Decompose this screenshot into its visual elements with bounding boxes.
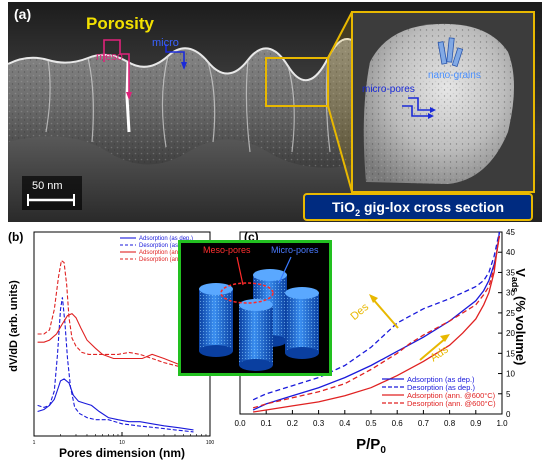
- y-tick-label-c: 0: [506, 410, 511, 419]
- panel-a-label: (a): [14, 6, 32, 22]
- micro-pores-label: micro-pores: [362, 84, 415, 95]
- series-line-b: [37, 297, 194, 433]
- y-tick-label-c: 30: [506, 289, 515, 298]
- legend-entry-b: Adsorption (as dep.): [139, 236, 193, 242]
- panel-b-label: (b): [8, 230, 24, 244]
- panel-a: (a) Porosity meso micro micro-pores nano…: [7, 2, 542, 224]
- meso-pore-outline: [220, 282, 274, 304]
- meso-label: meso: [96, 51, 123, 63]
- xlabel-main-c: P/P: [356, 436, 381, 453]
- y-axis-label-b: dV/dD (arb. units): [8, 280, 20, 372]
- legend-entry-c: Desorption (as dep.): [407, 383, 475, 392]
- y-tick-label-c: 40: [506, 248, 515, 257]
- x-tick-label-c: 0.5: [365, 419, 377, 428]
- x-tick-label-c: 0.9: [470, 419, 482, 428]
- x-tick-label-c: 0.8: [444, 419, 456, 428]
- micro-label: micro: [152, 37, 179, 49]
- cylinders: [199, 269, 319, 371]
- x-axis-label-c: P/P0: [240, 436, 502, 456]
- y-axis-label-c: Vads (% volume): [510, 262, 528, 372]
- x-tick-label-c: 0.7: [418, 419, 430, 428]
- x-tick-label-c: 0.4: [339, 419, 351, 428]
- series-line-b: [37, 378, 194, 431]
- y-tick-label-c: 15: [506, 349, 515, 358]
- caption-box: TiO2 gig-lox cross section: [304, 196, 532, 224]
- des-arrowhead: [369, 294, 378, 303]
- series-line-b: [37, 312, 194, 368]
- x-axis-label-b: Pores dimension (nm): [58, 446, 186, 460]
- ads-arrow: [419, 337, 447, 361]
- series-line-c: [252, 235, 501, 409]
- legend-entry-b: Desorption (ann. @600°C): [139, 257, 210, 263]
- pore-model-inset: Meso-pores Micro-pores: [178, 240, 332, 376]
- xlabel-sub-c: 0: [380, 445, 386, 456]
- x-tick-label-c: 1.0: [496, 419, 508, 428]
- legend-entry-b: Desorption (as dep.): [139, 243, 193, 249]
- caption-prefix: TiO: [331, 199, 356, 215]
- x-tick-label-c: 0.1: [261, 419, 273, 428]
- nano-grains-label: nano-grains: [428, 70, 481, 81]
- y-tick-label-c: 5: [506, 390, 511, 399]
- y-tick-label-c: 20: [506, 329, 515, 338]
- legend-entry-b: Adsorption (ann. @600°C): [139, 250, 210, 256]
- inset-meso-label: Meso-pores: [203, 245, 251, 255]
- x-tick-label-c: 0.6: [392, 419, 404, 428]
- des-arrow: [371, 297, 399, 329]
- x-tick-label-c: 0.2: [287, 419, 299, 428]
- tem-image: [7, 2, 542, 222]
- legend-entry-c: Adsorption (as dep.): [407, 375, 475, 384]
- scale-bar-label: 50 nm: [32, 180, 63, 192]
- ylabel-sub-c: ads: [510, 276, 521, 293]
- cylinder-model: [199, 256, 319, 371]
- series-line-b: [37, 259, 180, 368]
- y-tick-label-c: 35: [506, 268, 515, 277]
- legend-entry-c: Desorption (ann. @600°C): [407, 399, 496, 408]
- y-tick-label-c: 25: [506, 309, 515, 318]
- porosity-label: Porosity: [86, 14, 155, 33]
- caption-suffix: gig-lox cross section: [360, 199, 505, 215]
- x-tick-label-b: 100: [206, 440, 215, 446]
- ylabel-main-c: V: [512, 268, 528, 277]
- y-tick-label-c: 10: [506, 370, 515, 379]
- ylabel-rest-c: (% volume): [512, 292, 528, 366]
- caption-sub: 2: [355, 207, 361, 218]
- series-line-c: [252, 231, 501, 401]
- x-tick-label-b: 10: [119, 440, 125, 446]
- x-tick-label-b: 1: [33, 440, 36, 446]
- legend-entry-c: Adsorption (ann. @600°C): [407, 391, 496, 400]
- ads-arrowhead: [440, 334, 450, 342]
- y-tick-label-c: 45: [506, 228, 515, 237]
- x-tick-label-c: 0.0: [234, 419, 246, 428]
- series-line-c: [252, 231, 501, 411]
- x-tick-label-c: 0.3: [313, 419, 325, 428]
- inset-micro-label: Micro-pores: [271, 245, 319, 255]
- series-line-c: [253, 235, 501, 413]
